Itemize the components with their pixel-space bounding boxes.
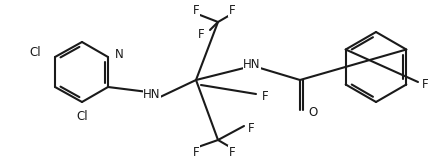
Text: F: F: [262, 91, 269, 104]
Text: N: N: [115, 48, 124, 62]
Text: F: F: [193, 145, 199, 158]
Text: HN: HN: [243, 58, 261, 70]
Text: F: F: [422, 77, 428, 91]
Text: Cl: Cl: [29, 46, 41, 58]
Text: Cl: Cl: [76, 110, 88, 122]
Text: F: F: [198, 28, 204, 40]
Text: HN: HN: [143, 87, 161, 100]
Text: O: O: [308, 105, 317, 118]
Text: F: F: [229, 4, 235, 17]
Text: F: F: [193, 4, 199, 17]
Text: F: F: [248, 122, 254, 134]
Text: F: F: [229, 145, 235, 158]
